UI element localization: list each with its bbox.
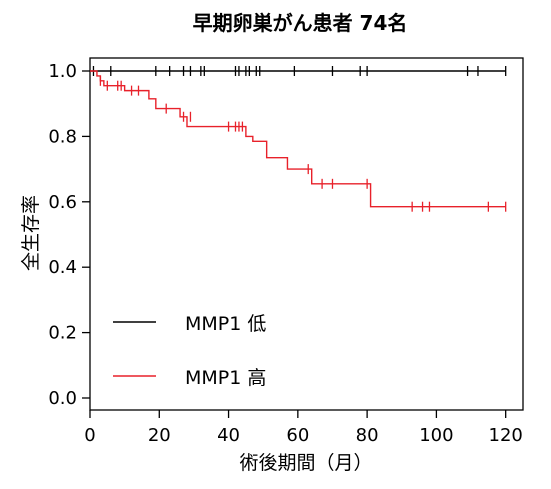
x-tick-label: 100	[419, 425, 453, 446]
y-tick-label: 0.6	[48, 192, 77, 213]
y-tick-label: 0.2	[48, 323, 77, 344]
legend-label-high: MMP1 高	[185, 367, 266, 389]
y-tick-label: 0.8	[48, 126, 77, 147]
series-low	[90, 66, 507, 76]
chart-title: 早期卵巣がん患者 74名	[193, 11, 408, 35]
x-axis-label: 術後期間（月）	[239, 452, 372, 474]
survival-curve	[90, 70, 506, 208]
series-high	[90, 70, 507, 212]
x-axis: 0 20 40 60 80 100 120	[84, 410, 523, 446]
x-tick-label: 60	[286, 425, 309, 446]
legend: MMP1 低 MMP1 高	[113, 313, 266, 389]
x-tick-label: 40	[217, 425, 240, 446]
y-axis: 0.0 0.2 0.4 0.6 0.8 1.0	[48, 61, 90, 409]
y-tick-label: 0.4	[48, 257, 77, 278]
x-tick-label: 20	[148, 425, 171, 446]
series-layer	[90, 66, 507, 212]
legend-label-low: MMP1 低	[185, 313, 266, 335]
x-tick-label: 120	[489, 425, 523, 446]
x-tick-label: 0	[84, 425, 95, 446]
y-axis-label: 全生存率	[20, 195, 42, 271]
y-tick-label: 1.0	[48, 61, 77, 82]
y-tick-label: 0.0	[48, 388, 77, 409]
plot-frame	[89, 57, 524, 411]
x-tick-label: 80	[356, 425, 379, 446]
